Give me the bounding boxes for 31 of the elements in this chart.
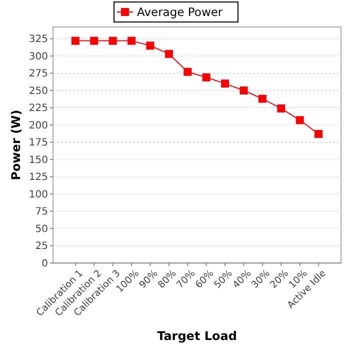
y-tick-label: 0 — [42, 258, 48, 270]
point — [240, 86, 248, 94]
y-tick-label: 100 — [28, 189, 48, 200]
point — [146, 42, 154, 50]
y-tick-label: 325 — [28, 34, 48, 46]
point — [221, 80, 230, 88]
y-tick-label: 175 — [28, 138, 48, 149]
y-tick-label: 50 — [35, 224, 48, 235]
point — [258, 94, 266, 103]
y-tick-label: 225 — [28, 103, 48, 114]
point — [90, 36, 98, 45]
point — [277, 104, 286, 112]
y-tick-label: 200 — [28, 120, 48, 132]
y-tick-label: 25 — [35, 241, 48, 252]
y-tick-label: 75 — [35, 206, 48, 218]
x-axis-title: Target Load — [157, 329, 237, 343]
legend-label: Average Power — [137, 5, 223, 20]
y-axis-title: Power (W) — [9, 110, 23, 180]
point — [296, 116, 304, 124]
y-tick-label: 300 — [28, 51, 48, 62]
point — [184, 68, 192, 76]
point — [314, 130, 323, 138]
point — [71, 36, 80, 45]
point — [128, 36, 136, 45]
point — [108, 36, 117, 45]
y-tick-label: 275 — [28, 68, 48, 80]
y-tick-label: 125 — [28, 172, 48, 184]
point — [164, 50, 173, 58]
y-tick-label: 250 — [28, 86, 48, 97]
y-tick-label: 150 — [28, 154, 48, 166]
point — [202, 73, 210, 82]
